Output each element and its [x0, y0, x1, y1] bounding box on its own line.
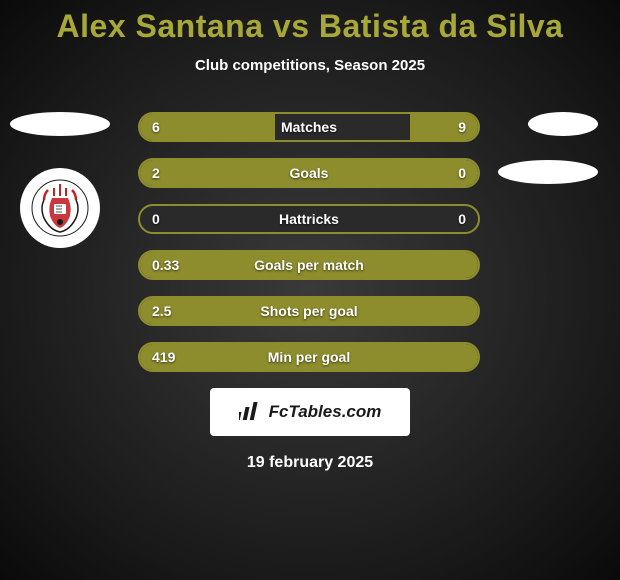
- site-name: FcTables.com: [269, 402, 382, 422]
- stat-value-right: 0: [458, 165, 466, 181]
- stat-value-left: 6: [152, 119, 160, 135]
- player-left-club-logo: [20, 168, 100, 248]
- stat-label: Matches: [281, 119, 337, 135]
- corinthians-logo-icon: [30, 178, 90, 238]
- stat-label: Goals: [290, 165, 329, 181]
- stat-label: Min per goal: [268, 349, 350, 365]
- comparison-content: 6 9 Matches 2 0 Goals 0 0 Hattricks 0.33 Goals per…: [0, 112, 620, 372]
- player-right-club-placeholder: [498, 160, 598, 184]
- stat-fill-left: [140, 114, 275, 140]
- stat-label: Hattricks: [279, 211, 339, 227]
- stat-row: 6 9 Matches: [138, 112, 480, 142]
- stat-fill-right: [410, 114, 478, 140]
- stat-value-left: 2: [152, 165, 160, 181]
- site-badge: FcTables.com: [210, 388, 410, 436]
- stats-bars: 6 9 Matches 2 0 Goals 0 0 Hattricks 0.33 Goals per…: [138, 112, 480, 372]
- stat-fill-left: [140, 160, 404, 186]
- stat-label: Shots per goal: [260, 303, 357, 319]
- page-title: Alex Santana vs Batista da Silva: [0, 0, 620, 45]
- stat-row: 0 0 Hattricks: [138, 204, 480, 234]
- stat-row: 419 Min per goal: [138, 342, 480, 372]
- stat-value-left: 0: [152, 211, 160, 227]
- stat-value-right: 0: [458, 211, 466, 227]
- stat-value-left: 419: [152, 349, 175, 365]
- player-left-avatar-placeholder: [10, 112, 110, 136]
- page-subtitle: Club competitions, Season 2025: [0, 57, 620, 74]
- stat-fill-right: [404, 160, 478, 186]
- player-right-avatar-placeholder: [528, 112, 598, 136]
- stat-value-left: 2.5: [152, 303, 171, 319]
- stat-row: 0.33 Goals per match: [138, 250, 480, 280]
- stat-label: Goals per match: [254, 257, 364, 273]
- stat-row: 2.5 Shots per goal: [138, 296, 480, 326]
- stat-row: 2 0 Goals: [138, 158, 480, 188]
- stat-value-right: 9: [458, 119, 466, 135]
- date-label: 19 february 2025: [0, 454, 620, 472]
- fctables-logo-icon: [239, 400, 265, 425]
- stat-value-left: 0.33: [152, 257, 179, 273]
